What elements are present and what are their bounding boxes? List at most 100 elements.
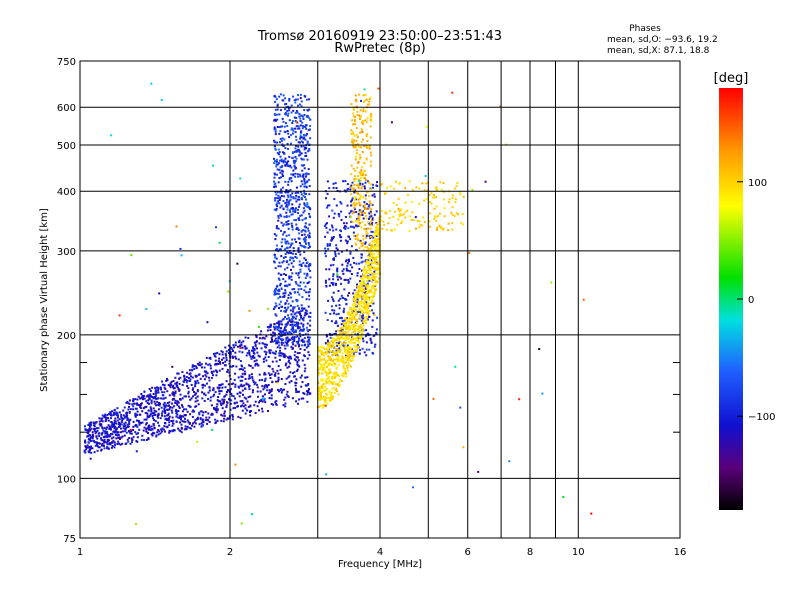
scatter-point — [384, 211, 387, 214]
scatter-point — [291, 224, 294, 227]
scatter-point — [84, 445, 87, 448]
scatter-point — [137, 395, 140, 398]
scatter-point — [425, 125, 428, 128]
scatter-point — [355, 198, 358, 201]
scatter-point — [274, 356, 277, 359]
scatter-point — [296, 335, 299, 338]
scatter-point — [115, 437, 118, 440]
scatter-point — [128, 402, 131, 405]
scatter-point — [145, 430, 148, 433]
scatter-point — [294, 238, 296, 241]
scatter-point — [324, 235, 326, 238]
scatter-point — [350, 129, 353, 132]
scatter-point — [363, 227, 366, 230]
scatter-point — [221, 386, 224, 389]
scatter-point — [299, 134, 302, 137]
scatter-point — [400, 214, 403, 217]
scatter-point — [428, 220, 431, 223]
scatter-point — [289, 246, 292, 249]
scatter-point — [279, 197, 282, 200]
scatter-point — [324, 380, 327, 383]
scatter-point — [287, 317, 290, 319]
scatter-point — [216, 403, 219, 406]
scatter-point — [275, 98, 278, 101]
scatter-point — [183, 380, 186, 383]
scatter-point — [291, 132, 294, 135]
scatter-point — [253, 341, 256, 344]
scatter-point — [172, 380, 175, 382]
scatter-point — [130, 432, 133, 435]
scatter-point — [376, 231, 379, 234]
scatter-point — [214, 391, 217, 394]
scatter-point — [360, 277, 363, 280]
scatter-point — [369, 151, 372, 154]
scatter-point — [106, 442, 109, 445]
scatter-point — [285, 189, 288, 191]
scatter-point — [168, 401, 171, 404]
scatter-point — [152, 424, 155, 427]
scatter-point — [215, 405, 218, 408]
scatter-point — [248, 375, 251, 377]
scatter-point — [303, 148, 306, 151]
scatter-point — [251, 513, 254, 516]
scatter-point — [244, 336, 247, 339]
scatter-point — [275, 225, 278, 228]
scatter-point — [305, 127, 308, 130]
scatter-point — [290, 313, 293, 316]
scatter-point — [286, 162, 288, 164]
scatter-point — [256, 347, 258, 350]
scatter-point — [350, 220, 353, 223]
scatter-point — [350, 339, 353, 342]
scatter-point — [318, 385, 321, 388]
scatter-point — [165, 417, 168, 420]
scatter-point — [301, 381, 304, 384]
scatter-point — [350, 310, 353, 313]
scatter-point — [334, 322, 337, 325]
scatter-point — [499, 105, 502, 108]
scatter-point — [324, 404, 327, 407]
scatter-point — [333, 258, 335, 261]
scatter-point — [241, 346, 244, 349]
scatter-point — [288, 283, 291, 286]
scatter-point — [334, 363, 337, 365]
scatter-point — [249, 355, 252, 358]
scatter-point — [136, 410, 139, 413]
scatter-point — [360, 115, 363, 118]
scatter-point — [276, 163, 279, 166]
scatter-point — [90, 436, 93, 438]
scatter-point — [268, 365, 271, 368]
scatter-point — [221, 383, 224, 386]
scatter-point — [302, 392, 305, 394]
scatter-point — [254, 364, 257, 367]
scatter-point — [273, 323, 276, 325]
scatter-point — [332, 186, 335, 189]
scatter-point — [291, 257, 294, 260]
scatter-point — [329, 243, 332, 246]
scatter-point — [201, 391, 203, 394]
scatter-point — [254, 412, 257, 414]
scatter-point — [354, 169, 357, 172]
scatter-point — [366, 246, 369, 249]
scatter-point — [298, 195, 300, 198]
scatter-point — [289, 323, 292, 326]
scatter-point — [282, 161, 285, 164]
scatter-point — [358, 183, 361, 186]
scatter-point — [253, 352, 256, 355]
scatter-point — [90, 421, 93, 424]
scatter-point — [308, 340, 311, 343]
scatter-point — [350, 312, 353, 315]
scatter-point — [329, 336, 332, 339]
scatter-point — [326, 347, 329, 350]
scatter-point — [280, 320, 283, 323]
scatter-point — [101, 414, 104, 417]
scatter-point — [348, 317, 351, 320]
scatter-point — [278, 199, 281, 201]
scatter-point — [303, 167, 306, 170]
scatter-point — [232, 407, 235, 410]
scatter-point — [96, 427, 98, 430]
scatter-point — [298, 260, 301, 263]
scatter-point — [301, 158, 304, 161]
scatter-point — [237, 376, 240, 379]
scatter-point — [297, 148, 300, 151]
scatter-point — [306, 202, 309, 205]
